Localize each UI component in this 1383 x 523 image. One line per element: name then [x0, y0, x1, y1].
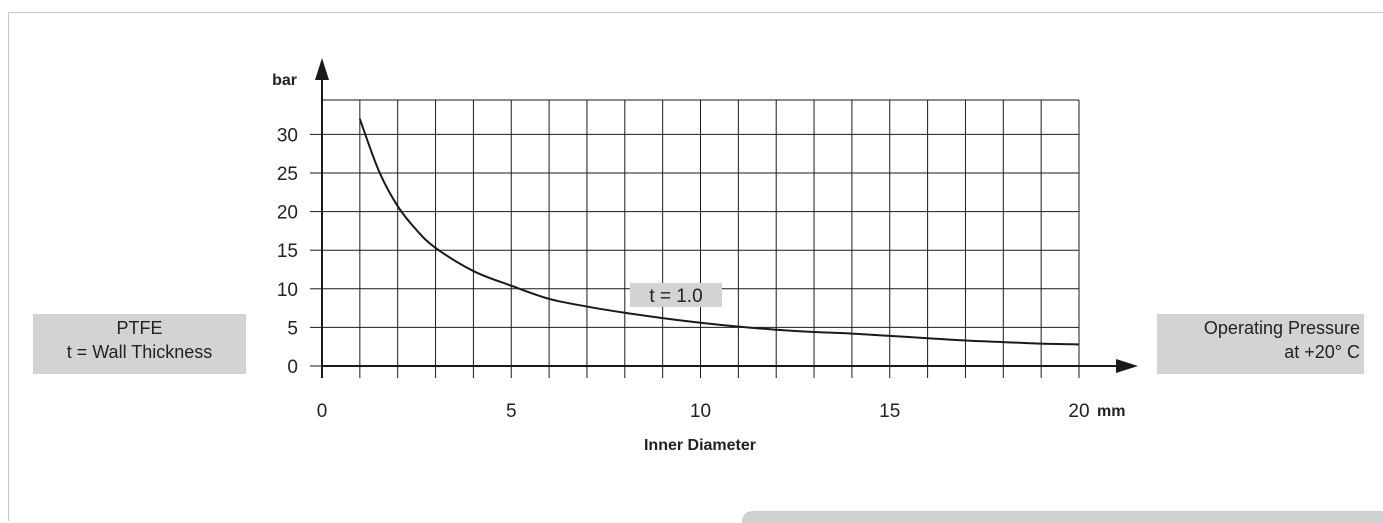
material-legend-box: PTFE t = Wall Thickness — [33, 314, 246, 374]
wall-thickness-label: t = Wall Thickness — [66, 342, 213, 362]
x-axis-label: Inner Diameter — [644, 437, 756, 454]
y-tick-label: 30 — [277, 125, 298, 146]
annotations: t = 1.0 — [630, 283, 722, 307]
tick-labels: 0 5 10 15 20 25 30 0 5 10 15 20 bar mm Inner Diameter — [272, 72, 1125, 454]
material-label: PTFE — [116, 318, 163, 338]
x-tick-label: 20 — [1068, 401, 1089, 422]
operating-pressure-label: Operating Pressure — [1203, 318, 1360, 338]
x-axis-unit-label: mm — [1097, 403, 1125, 420]
y-tick-label: 15 — [277, 241, 298, 262]
x-tick-label: 0 — [317, 401, 328, 422]
y-tick-label: 10 — [277, 280, 298, 301]
annotation-box — [630, 283, 722, 307]
y-tick-label: 25 — [277, 164, 298, 185]
y-axis-arrow-icon — [315, 58, 329, 80]
bottom-strip — [742, 511, 1383, 523]
x-axis-arrow-icon — [1116, 359, 1138, 373]
y-tick-label: 0 — [287, 357, 298, 378]
series-annotation-label: t = 1.0 — [649, 286, 702, 307]
x-tick-label: 15 — [879, 401, 900, 422]
y-tick-label: 20 — [277, 203, 298, 224]
x-tick-label: 5 — [506, 401, 517, 422]
series-line-t-1-0 — [358, 118, 1080, 346]
x-tick-label: 10 — [690, 401, 711, 422]
pressure-legend-box: Operating Pressure at +20° C — [1157, 314, 1364, 374]
y-axis-unit-label: bar — [272, 72, 297, 89]
series — [358, 118, 1080, 346]
y-tick-label: 5 — [287, 318, 298, 339]
axes — [310, 58, 1138, 378]
grid — [322, 99, 1080, 366]
temperature-label: at +20° C — [1284, 342, 1360, 362]
figure-frame — [8, 12, 1383, 521]
